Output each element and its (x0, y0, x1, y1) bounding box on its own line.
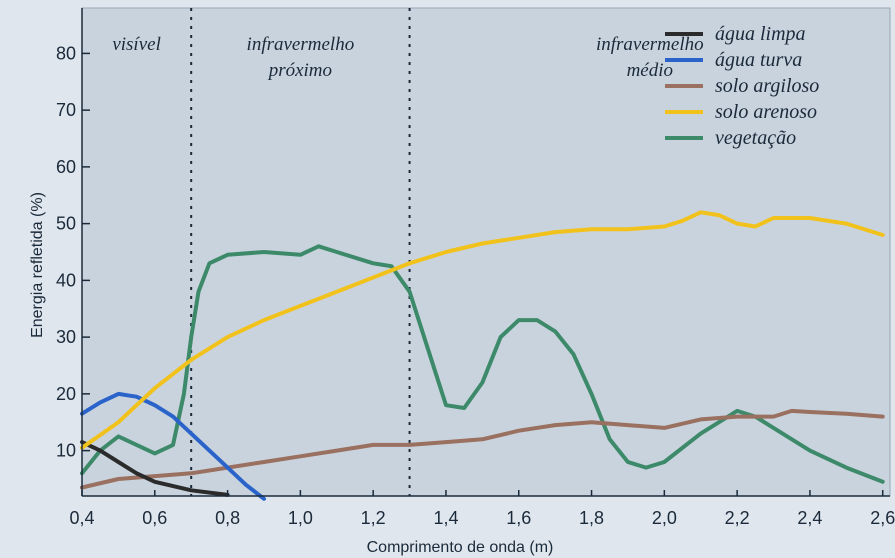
y-axis-title: Energia refletida (%) (29, 192, 46, 338)
x-tick-label: 1,6 (506, 508, 531, 528)
x-tick-label: 2,4 (797, 508, 822, 528)
series-layer (80, 210, 885, 501)
axes (81, 8, 890, 497)
x-tick-label: 0,8 (215, 508, 240, 528)
series-line (80, 440, 230, 497)
legend-label: água turva (715, 49, 802, 71)
region-label: infravermelho (247, 34, 355, 55)
series-line (80, 244, 885, 484)
series-line (80, 408, 885, 490)
series-line (80, 210, 885, 450)
x-tick-label: 2,0 (652, 508, 677, 528)
legend-label: solo arenoso (715, 101, 817, 123)
y-tick-label: 80 (56, 43, 76, 63)
x-tick-label: 1,2 (361, 508, 386, 528)
x-tick-label: 2,2 (725, 508, 750, 528)
x-tick-label: 0,4 (69, 508, 94, 528)
x-axis-title: Comprimento de onda (m) (367, 539, 554, 556)
region-label: visível (112, 34, 161, 55)
region-boundaries (190, 8, 411, 496)
x-tick-label: 1,8 (579, 508, 604, 528)
region-labels: visível infravermelho próximo infravermelho… (112, 34, 703, 81)
y-tick-label: 20 (56, 384, 76, 404)
legend-label: água limpa (715, 23, 806, 45)
y-tick-label: 70 (56, 100, 76, 120)
legend: água limpa água turva solo argiloso solo ar… (665, 23, 819, 149)
y-tick-label: 10 (56, 441, 76, 461)
y-ticks: 10 20 30 40 50 60 70 80 (56, 43, 90, 461)
y-tick-label: 60 (56, 157, 76, 177)
region-label: médio (627, 60, 673, 81)
legend-label: vegetação (715, 127, 796, 149)
y-tick-label: 40 (56, 270, 76, 290)
x-tick-label: 1,4 (433, 508, 458, 528)
series-line (80, 391, 266, 501)
x-tick-label: 0,6 (142, 508, 167, 528)
region-label: próximo (267, 60, 332, 81)
y-tick-label: 50 (56, 214, 76, 234)
x-tick-label: 1,0 (288, 508, 313, 528)
x-ticks: 0,4 0,6 0,8 1,0 1,2 1,4 1,6 1,8 2,0 2,2 2,4 2,6 (69, 490, 895, 528)
y-tick-label: 30 (56, 327, 76, 347)
legend-label: solo argiloso (715, 75, 819, 97)
region-label: infravermelho (596, 34, 704, 55)
x-tick-label: 2,6 (870, 508, 895, 528)
